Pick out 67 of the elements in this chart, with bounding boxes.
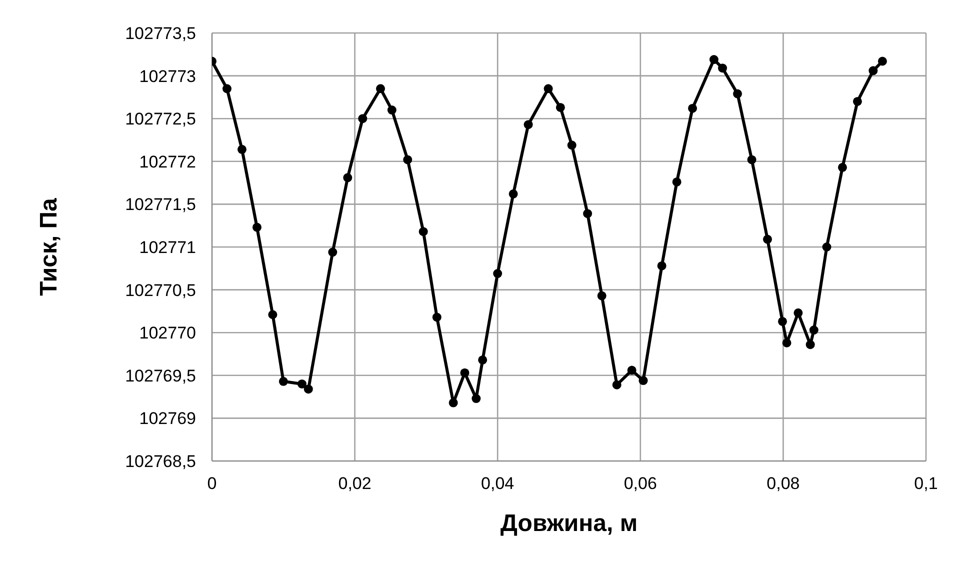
point — [387, 106, 396, 115]
y-axis-title: Тиск, Па — [36, 197, 63, 296]
point — [304, 384, 313, 394]
point — [252, 222, 262, 232]
point — [432, 312, 442, 322]
point — [822, 242, 832, 252]
point — [472, 394, 481, 404]
point — [638, 376, 648, 386]
point — [343, 173, 352, 182]
x-axis-title: Довжина, м — [500, 510, 638, 537]
y-tick-label: 102769 — [139, 409, 196, 428]
point — [778, 316, 787, 326]
point — [567, 140, 576, 150]
point — [878, 56, 887, 66]
point — [448, 398, 458, 408]
y-tick-label: 102773 — [139, 66, 196, 86]
point — [688, 104, 698, 113]
y-tick-label: 102770,5 — [125, 280, 196, 300]
y-tick-label: 102771 — [139, 238, 196, 258]
point — [583, 209, 592, 218]
y-tick-label: 102768,5 — [125, 452, 196, 472]
y-tick-label: 102772 — [139, 152, 196, 172]
point — [794, 308, 803, 318]
y-tick-label: 102773,5 — [125, 24, 196, 44]
point — [733, 89, 742, 98]
point — [222, 84, 232, 94]
point — [709, 55, 718, 64]
point — [782, 338, 792, 348]
point — [418, 227, 428, 236]
x-tick-label: 0 — [207, 474, 217, 494]
point — [838, 162, 847, 172]
y-tick-label: 102770 — [139, 324, 196, 343]
point — [597, 291, 606, 300]
point — [460, 368, 470, 378]
point — [403, 155, 412, 164]
point — [612, 380, 622, 390]
point — [508, 189, 518, 198]
point — [672, 177, 682, 186]
point — [718, 64, 728, 73]
point — [852, 96, 862, 106]
point — [806, 340, 815, 350]
point — [297, 379, 306, 388]
point — [747, 155, 756, 164]
point — [268, 310, 278, 320]
point — [556, 102, 565, 112]
y-tick-label: 102771,5 — [125, 195, 196, 214]
point — [478, 355, 488, 364]
point — [762, 234, 772, 244]
point — [868, 66, 878, 76]
point — [627, 366, 636, 375]
point — [376, 84, 386, 94]
x-tick-label: 0,04 — [481, 474, 514, 494]
point — [237, 144, 246, 154]
x-tick-label: 0,06 — [624, 474, 657, 494]
y-tick-label: 102769,5 — [125, 366, 196, 386]
point — [524, 120, 533, 130]
point — [657, 261, 666, 270]
x-tick-label: 0,1 — [914, 474, 938, 494]
point — [358, 114, 368, 124]
x-tick-label: 0,08 — [766, 474, 800, 494]
point — [544, 84, 553, 94]
y-tick-label: 102772,5 — [125, 110, 196, 129]
x-tick-label: 0,02 — [338, 474, 372, 494]
point — [328, 248, 338, 257]
point — [493, 269, 502, 278]
point — [809, 326, 818, 335]
point — [278, 376, 288, 386]
